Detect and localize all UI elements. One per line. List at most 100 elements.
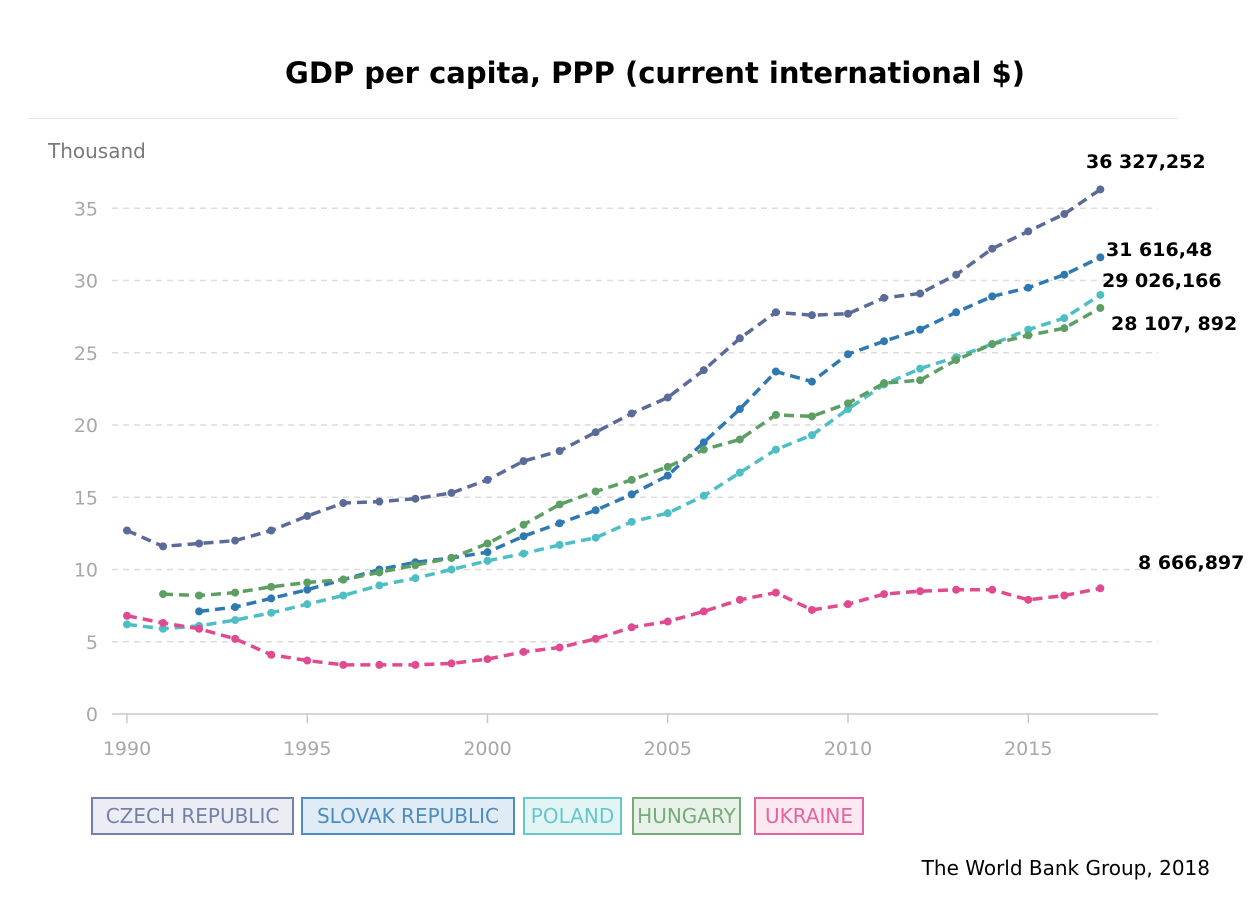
end-value-label-czech-republic: 36 327,252 — [1086, 151, 1206, 173]
data-point-czech-republic — [267, 526, 276, 535]
data-point-hungary — [483, 539, 492, 548]
data-point-ukraine — [123, 611, 131, 620]
data-point-poland — [1060, 314, 1069, 323]
end-value-label-hungary: 28 107, 892 — [1111, 313, 1237, 335]
end-value-label-slovak-republic: 31 616,48 — [1106, 239, 1212, 261]
data-point-hungary — [231, 588, 240, 597]
data-point-slovak-republic — [519, 532, 528, 541]
y-tick-label: 10 — [74, 560, 98, 582]
data-point-czech-republic — [807, 311, 816, 320]
data-point-czech-republic — [375, 497, 384, 506]
data-point-poland — [663, 509, 672, 518]
data-point-czech-republic — [447, 488, 456, 497]
end-value-label-poland: 29 026,166 — [1102, 270, 1222, 292]
data-point-slovak-republic — [952, 308, 961, 317]
data-point-hungary — [159, 590, 168, 599]
data-point-slovak-republic — [591, 506, 600, 515]
legend-item-czech-republic[interactable]: CZECH REPUBLIC — [91, 797, 294, 835]
data-point-czech-republic — [627, 409, 636, 418]
data-point-hungary — [988, 340, 997, 349]
x-tick-label: 1995 — [283, 738, 331, 760]
data-point-poland — [807, 431, 816, 440]
data-point-poland — [555, 540, 564, 549]
data-point-poland — [735, 468, 744, 477]
data-point-czech-republic — [519, 457, 528, 466]
legend-item-poland[interactable]: POLAND — [523, 797, 622, 835]
y-tick-label: 25 — [74, 343, 98, 365]
data-point-hungary — [627, 475, 636, 484]
data-point-czech-republic — [195, 539, 204, 548]
data-point-ukraine — [483, 655, 492, 664]
data-point-ukraine — [735, 595, 744, 604]
legend-item-hungary[interactable]: HUNGARY — [632, 797, 741, 835]
data-point-slovak-republic — [988, 292, 997, 301]
data-point-ukraine — [916, 587, 925, 596]
data-point-czech-republic — [339, 499, 348, 508]
legend-item-slovak-republic[interactable]: SLOVAK REPUBLIC — [301, 797, 515, 835]
data-point-ukraine — [591, 634, 600, 643]
data-point-hungary — [195, 591, 204, 600]
data-point-slovak-republic — [735, 405, 744, 414]
data-point-ukraine — [555, 643, 564, 652]
data-point-czech-republic — [880, 293, 889, 302]
data-point-hungary — [339, 575, 348, 584]
data-point-czech-republic — [1024, 227, 1033, 236]
data-point-hungary — [1024, 331, 1033, 340]
y-tick-label: 5 — [86, 632, 98, 654]
data-point-poland — [303, 600, 312, 609]
data-point-slovak-republic — [483, 548, 492, 557]
data-point-hungary — [519, 520, 528, 529]
data-point-czech-republic — [699, 366, 708, 375]
data-point-czech-republic — [555, 447, 564, 456]
data-point-hungary — [880, 379, 889, 388]
data-point-slovak-republic — [771, 367, 780, 376]
data-point-hungary — [1060, 324, 1069, 333]
data-point-ukraine — [1024, 595, 1033, 604]
data-point-czech-republic — [231, 536, 240, 545]
data-point-czech-republic — [1060, 210, 1069, 219]
data-point-czech-republic — [952, 270, 961, 279]
title-divider — [28, 118, 1178, 119]
data-point-ukraine — [195, 624, 204, 633]
data-point-poland — [483, 556, 492, 565]
data-point-poland — [159, 624, 168, 633]
data-point-poland — [411, 574, 420, 583]
legend-item-ukraine[interactable]: UKRAINE — [754, 797, 864, 835]
data-point-czech-republic — [411, 494, 420, 503]
data-point-slovak-republic — [303, 585, 312, 594]
data-point-poland — [1024, 325, 1033, 334]
y-axis-label: Thousand — [47, 139, 146, 163]
x-tick-label: 1990 — [103, 738, 151, 760]
data-point-hungary — [303, 578, 312, 587]
data-point-poland — [267, 608, 276, 617]
data-point-czech-republic — [988, 244, 997, 253]
data-point-slovak-republic — [916, 325, 925, 334]
data-point-ukraine — [339, 660, 348, 669]
data-point-czech-republic — [916, 289, 925, 298]
y-tick-label: 30 — [74, 271, 98, 293]
data-point-czech-republic — [1096, 185, 1105, 194]
data-point-poland — [844, 405, 852, 414]
data-point-ukraine — [988, 585, 997, 594]
data-point-czech-republic — [771, 308, 780, 317]
data-point-czech-republic — [735, 334, 744, 343]
data-point-poland — [916, 364, 925, 373]
data-point-slovak-republic — [807, 377, 816, 386]
series-line-ukraine — [126, 586, 1101, 667]
source-note: The World Bank Group, 2018 — [921, 856, 1210, 880]
data-point-hungary — [411, 561, 420, 570]
data-point-ukraine — [159, 618, 168, 627]
data-point-czech-republic — [123, 526, 131, 535]
data-point-slovak-republic — [1024, 283, 1033, 292]
series-line-poland — [126, 293, 1102, 631]
end-value-label-ukraine: 8 666,897 — [1138, 552, 1244, 574]
data-point-hungary — [267, 582, 276, 591]
data-point-czech-republic — [844, 309, 852, 318]
x-tick-label: 2005 — [644, 738, 692, 760]
data-point-poland — [519, 549, 528, 558]
data-point-poland — [699, 491, 708, 500]
y-tick-label: 35 — [74, 198, 98, 220]
data-point-poland — [447, 565, 456, 574]
data-point-hungary — [916, 376, 925, 385]
